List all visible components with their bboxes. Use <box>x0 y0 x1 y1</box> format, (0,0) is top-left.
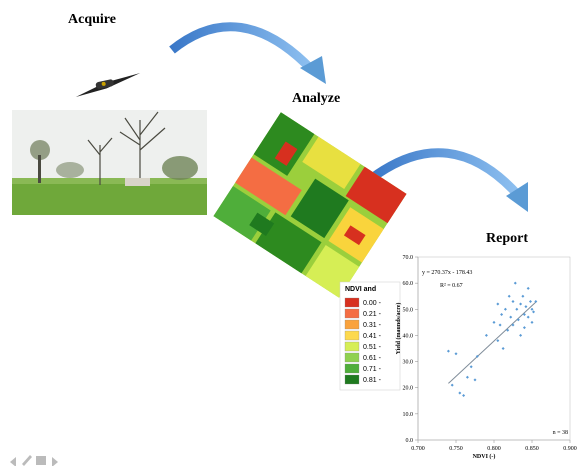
legend-swatch <box>345 309 359 318</box>
legend-swatch <box>345 353 359 362</box>
annotation: n = 38 <box>553 430 568 436</box>
drone <box>74 73 143 97</box>
x-tick-label: 0.850 <box>525 446 539 452</box>
step-label: Acquire <box>68 12 116 27</box>
y-tick-label: 30.0 <box>403 360 414 366</box>
ndvi-map <box>213 112 406 298</box>
legend-title: NDVI and <box>345 286 376 293</box>
x-tick-label: 0.900 <box>563 446 577 452</box>
legend-label: 0.61 - <box>363 355 382 362</box>
nav-pen[interactable] <box>22 455 32 466</box>
nav-next[interactable] <box>52 457 58 466</box>
legend-label: 0.00 - <box>363 300 382 307</box>
y-tick-label: 0.0 <box>406 438 414 444</box>
step-label: Analyze <box>292 91 340 106</box>
arrow <box>172 27 326 84</box>
slide: Acquire Analyze Report <box>0 0 585 466</box>
nav-icons <box>10 455 58 466</box>
y-tick-label: 70.0 <box>403 255 414 261</box>
legend-label: 0.41 - <box>363 333 382 340</box>
y-tick-label: 60.0 <box>403 281 414 287</box>
annotation: y = 270.37x - 178.43 <box>422 270 472 276</box>
nav-prev[interactable] <box>10 457 16 466</box>
legend-swatch <box>345 342 359 351</box>
legend-label: 0.21 - <box>363 311 382 318</box>
x-axis-label: NDVI (-) <box>473 453 496 460</box>
field-photo <box>12 110 207 215</box>
y-tick-label: 50.0 <box>403 307 414 313</box>
legend-swatch <box>345 320 359 329</box>
legend-swatch <box>345 364 359 373</box>
x-tick-label: 0.700 <box>411 446 425 452</box>
x-tick-label: 0.800 <box>487 446 501 452</box>
y-tick-label: 40.0 <box>403 333 414 339</box>
x-tick-label: 0.750 <box>449 446 463 452</box>
legend-swatch <box>345 298 359 307</box>
step-label: Report <box>486 231 528 246</box>
nav-menu[interactable] <box>36 456 46 465</box>
legend: NDVI and 0.00 - 0.21 - 0.31 - 0.41 - 0.51 - 0… <box>340 282 400 390</box>
legend-label: 0.81 - <box>363 377 382 384</box>
y-tick-label: 20.0 <box>403 386 414 392</box>
annotation: R² = 0.67 <box>440 283 463 289</box>
y-axis-label: Yield (maunds/acre) <box>395 303 402 355</box>
legend-swatch <box>345 331 359 340</box>
chart-panel <box>400 252 578 462</box>
legend-label: 0.71 - <box>363 366 382 373</box>
legend-swatch <box>345 375 359 384</box>
legend-label: 0.31 - <box>363 322 382 329</box>
y-tick-label: 10.0 <box>403 412 414 418</box>
legend-label: 0.51 - <box>363 344 382 351</box>
